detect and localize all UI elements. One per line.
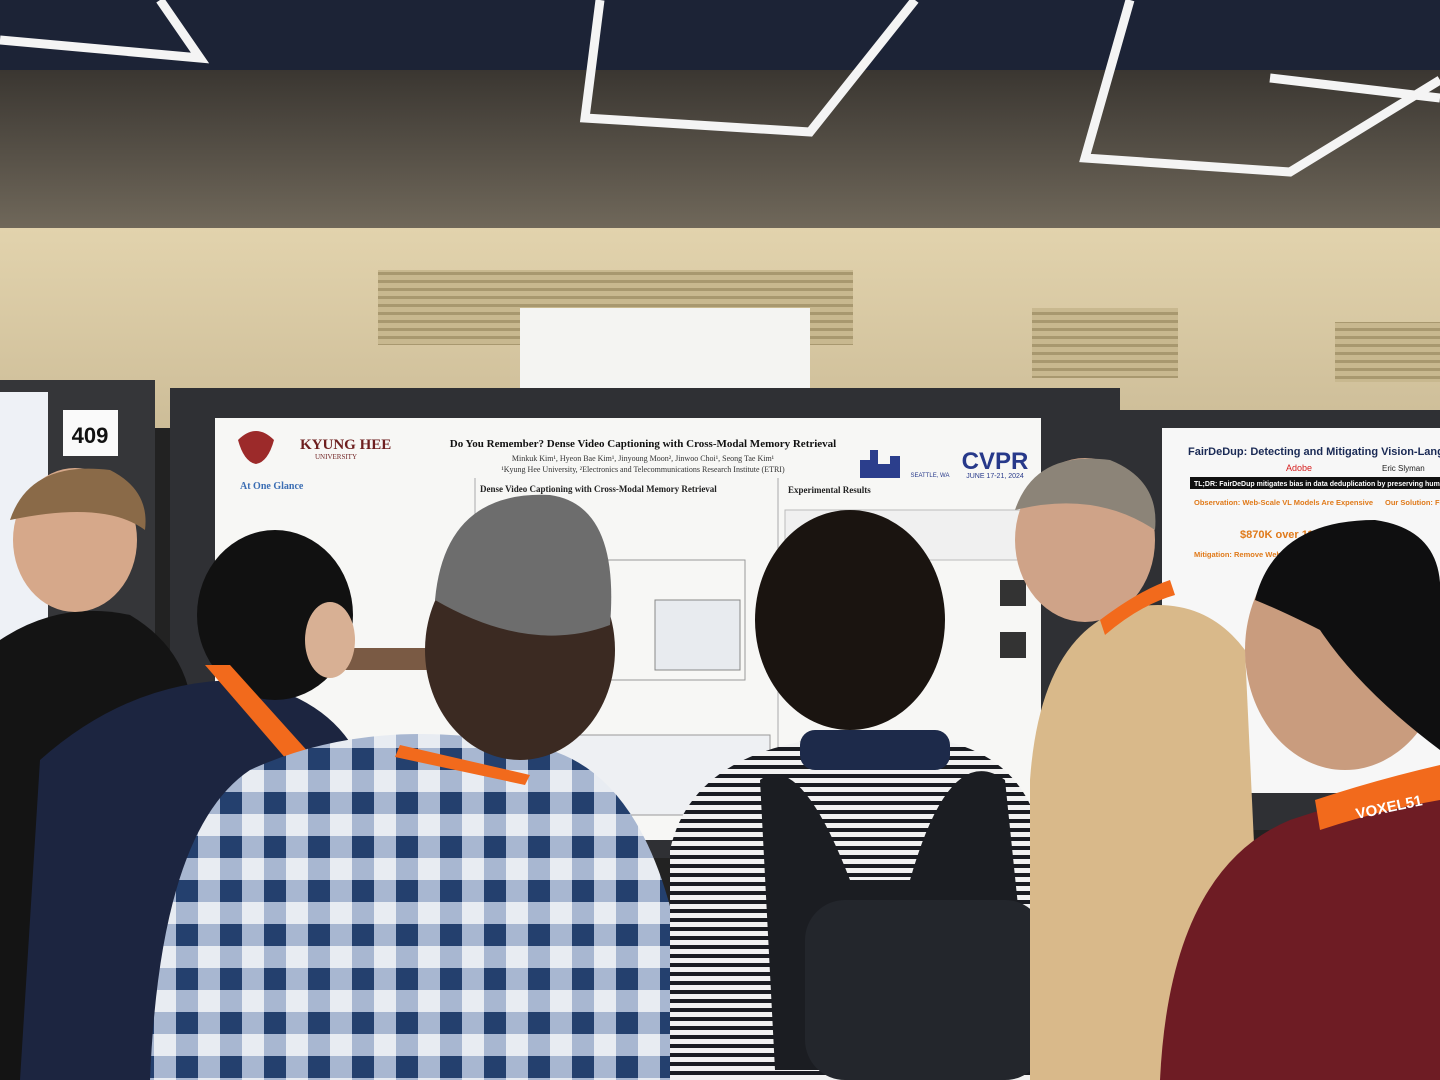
crowd: VOXEL51 [0, 458, 1440, 1080]
skyline-logo [860, 450, 900, 478]
booth-card [63, 410, 118, 456]
qr-code [1000, 580, 1026, 606]
sponsor: Adobe [1286, 463, 1312, 473]
person [150, 734, 695, 1080]
conference-name: CVPR [962, 448, 1029, 475]
section-heading: At One Glance [240, 481, 304, 492]
diagram [654, 599, 741, 671]
university-logo [238, 431, 274, 464]
hair [755, 510, 945, 730]
tldr-bar [1190, 477, 1440, 489]
university-name: KYUNG HEE [300, 437, 391, 453]
section-heading: Dense Video Captioning with Cross-Modal … [480, 484, 717, 494]
video-strip [345, 648, 440, 670]
qr-code [1000, 632, 1026, 658]
light-frame [1079, 0, 1440, 177]
booth-number: 409 [72, 423, 109, 448]
cap [435, 494, 612, 636]
tldr: TL;DR: FairDeDup mitigates bias in data … [1194, 481, 1440, 488]
face [305, 602, 355, 678]
author: Eric Slyman [1382, 464, 1425, 473]
section-heading: Observation: Web-Scale VL Models Are Exp… [1194, 498, 1373, 507]
section-heading: Our Solution: FairD [1385, 498, 1440, 507]
conference-dates: JUNE 17-21, 2024 [966, 473, 1024, 480]
soffit [0, 70, 1440, 235]
vent [1032, 308, 1178, 378]
lanyard [205, 665, 320, 775]
light-frame [579, 0, 919, 137]
hair [1255, 520, 1440, 750]
lanyard [1315, 765, 1440, 830]
lanyard [1100, 580, 1175, 635]
backpack [805, 900, 1045, 1080]
light-frame [1269, 73, 1440, 103]
lanyard [395, 745, 530, 785]
conference-location: SEATTLE, WA [910, 473, 949, 479]
hair [10, 468, 146, 530]
vent [1335, 322, 1440, 382]
hair [1015, 458, 1156, 530]
light-frame [0, 0, 210, 64]
poster-title: FairDeDup: Detecting and Mitigating Visi… [1188, 446, 1440, 458]
poster-title: Do You Remember? Dense Video Captioning … [450, 438, 836, 450]
section-heading: Mitigation: Remove Web Tr [1194, 550, 1290, 559]
poster-authors: Minkuk Kim¹, Hyeon Bae Kim¹, Jinyoung Mo… [512, 454, 775, 463]
person [1160, 780, 1440, 1080]
university-sub: UNIVERSITY [315, 453, 357, 461]
section-heading: Experimental Results [788, 485, 871, 495]
collar [800, 730, 950, 770]
ceiling-lights [0, 0, 1440, 177]
poster-affiliations: ¹Kyung Hee University, ²Electronics and … [501, 465, 785, 474]
